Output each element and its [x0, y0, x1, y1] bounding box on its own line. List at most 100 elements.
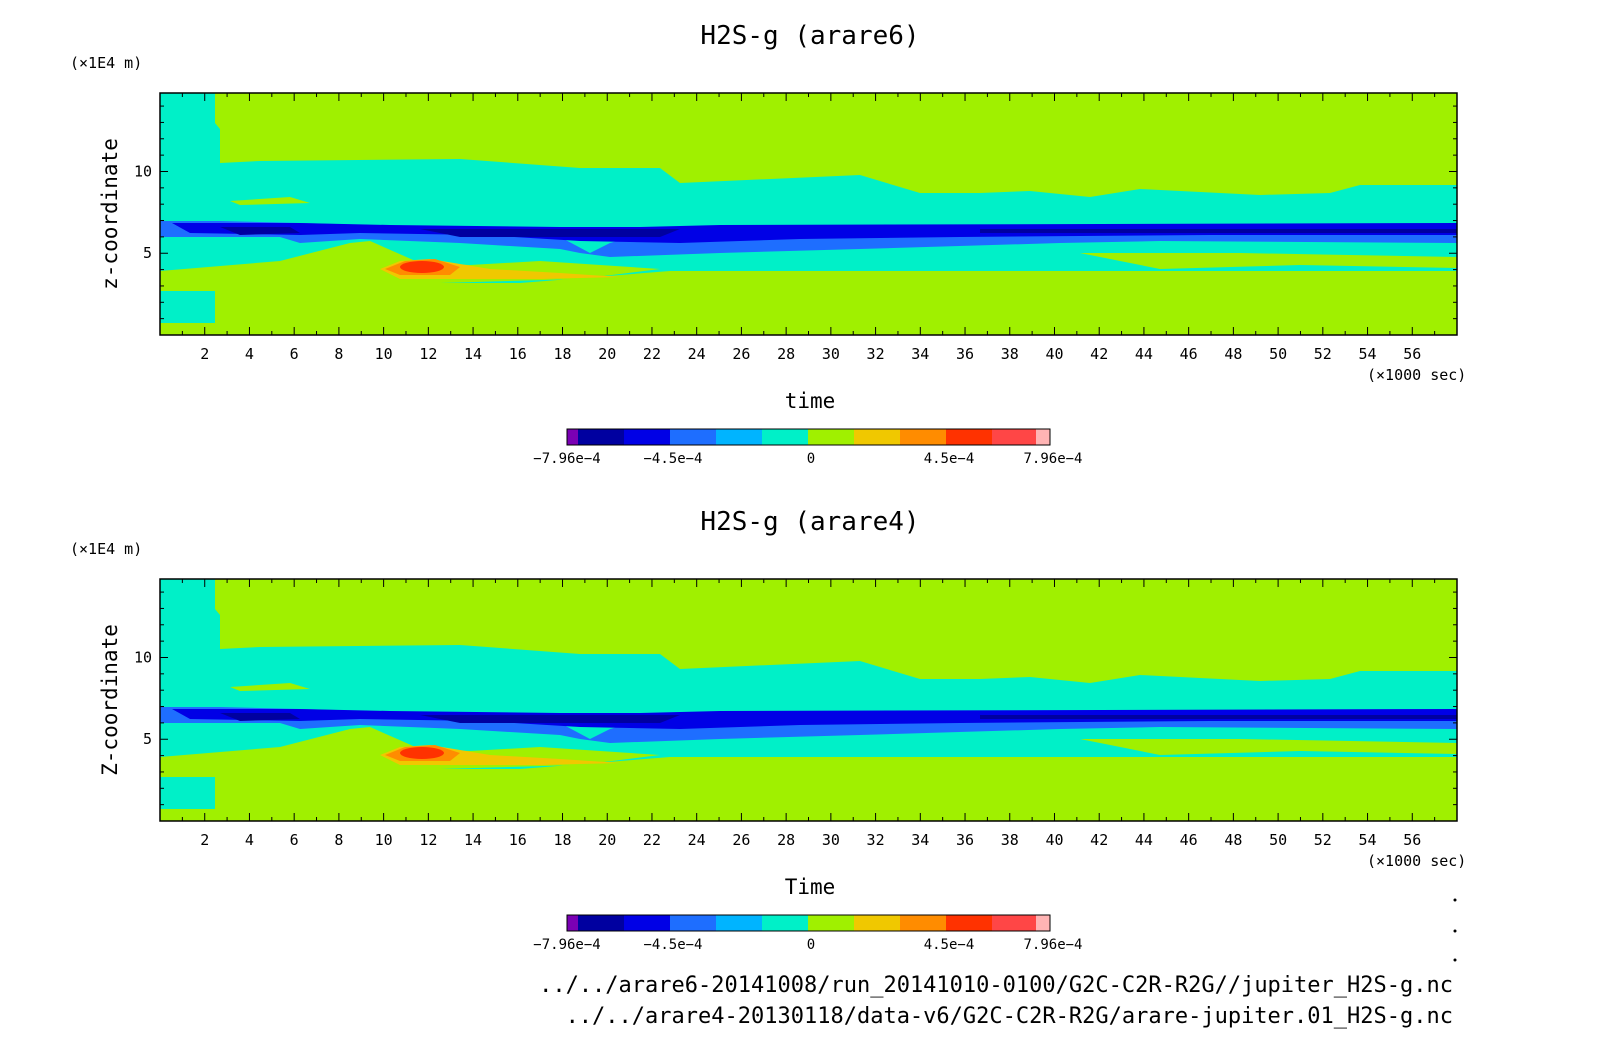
x-tick-label: 56: [1403, 345, 1421, 363]
x-tick-label: 18: [553, 345, 571, 363]
colorbar-label: −7.96e−4: [533, 451, 600, 467]
x-unit-label: (×1000 sec): [1367, 852, 1466, 870]
x-tick-label: 30: [822, 831, 840, 849]
colorbar-cell: [624, 429, 670, 445]
colorbar-cell: [762, 915, 808, 931]
y-axis-label: z-coordinate: [98, 138, 122, 290]
colorbar-label: 4.5e−4: [924, 937, 975, 953]
x-tick-label: 8: [334, 831, 343, 849]
colorbar-label: 0: [807, 451, 815, 467]
contour-green-upper: [1190, 153, 1457, 165]
colorbar-cells: [566, 914, 1051, 932]
contour-dark-blue: [220, 227, 1457, 237]
colorbar-frame: [566, 914, 1051, 932]
colorbar-cell: [762, 429, 808, 445]
contour-green-band: [160, 241, 660, 335]
x-tick-label: 50: [1269, 831, 1287, 849]
file-path-1: ../../arare6-20141008/run_20141010-0100/…: [539, 973, 1453, 998]
panel-arare4: H2S-g (arare4) (×1E4 m) 2 4 6 8 10 12 14 16 18 20…: [70, 507, 1466, 953]
contour-green-band: [160, 727, 660, 821]
x-tick-label: 54: [1359, 345, 1377, 363]
x-tick-label: 22: [643, 831, 661, 849]
y-tick-label: 10: [134, 162, 152, 180]
colorbar-cell: [567, 429, 578, 445]
plot-area: 2 4 6 8 10 12 14 16 18 20 22 24 26 28 30 32 34 36 38 40 42 44…: [134, 578, 1458, 849]
x-tick-label: 48: [1224, 345, 1242, 363]
contour-dark-blue: [220, 713, 1457, 723]
x-tick-label: 20: [598, 831, 616, 849]
colorbar-cell: [992, 915, 1036, 931]
x-tick-label: 38: [1001, 345, 1019, 363]
x-tick-label: 52: [1314, 831, 1332, 849]
contour-medium-blue: [172, 709, 1457, 729]
x-tick-label: 28: [777, 345, 795, 363]
x-tick-label: 44: [1135, 345, 1153, 363]
colorbar-cell: [808, 915, 854, 931]
x-tick-label: 38: [1001, 831, 1019, 849]
x-tick-label: 36: [956, 831, 974, 849]
x-ticks: 2 4 6 8 10 12 14 16 18 20 22 24 26 28 30 32 34 36 38 40 42 44…: [181, 579, 1436, 849]
x-tick-label: 36: [956, 345, 974, 363]
dot-mark: [1453, 929, 1457, 933]
colorbar-cell: [1036, 915, 1050, 931]
colorbar-label: −7.96e−4: [533, 937, 600, 953]
chart-title: H2S-g (arare4): [700, 507, 919, 537]
x-tick-label: 6: [290, 831, 299, 849]
y-axis-label: Z-coordinate: [98, 624, 122, 776]
colorbar-cells: [566, 428, 1051, 446]
colorbar-cell: [946, 915, 992, 931]
x-tick-label: 8: [334, 345, 343, 363]
x-tick-label: 14: [464, 831, 482, 849]
colorbar-label: 7.96e−4: [1023, 937, 1082, 953]
x-tick-label: 34: [911, 345, 929, 363]
x-tick-label: 14: [464, 345, 482, 363]
colorbar-cell: [854, 915, 900, 931]
contour-green-island: [230, 197, 310, 205]
y-tick-label: 10: [134, 648, 152, 666]
colorbar-cell: [624, 915, 670, 931]
x-tick-label: 2: [200, 831, 209, 849]
dot-mark: [1453, 898, 1457, 902]
x-tick-label: 20: [598, 345, 616, 363]
contour-medium-blue: [172, 223, 1457, 243]
x-tick-label: 12: [419, 831, 437, 849]
colorbar-label: −4.5e−4: [643, 451, 702, 467]
colorbar-cell: [992, 429, 1036, 445]
y-unit-label: (×1E4 m): [70, 540, 142, 558]
x-tick-label: 44: [1135, 831, 1153, 849]
x-tick-label: 32: [867, 831, 885, 849]
colorbar-cell: [946, 429, 992, 445]
x-tick-label: 40: [1045, 831, 1063, 849]
colorbar-cell: [808, 429, 854, 445]
x-tick-label: 40: [1045, 345, 1063, 363]
x-tick-label: 34: [911, 831, 929, 849]
file-path-2: ../../arare4-20130118/data-v6/G2C-C2R-R2…: [566, 1004, 1453, 1029]
x-tick-label: 42: [1090, 345, 1108, 363]
dot-mark: [1453, 958, 1457, 962]
plot-area: 2 4 6 8 10 12 14 16 18 20 22 24 26 28 30 32 34 36 38 40 42 44…: [134, 92, 1458, 363]
colorbar-cell: [1036, 429, 1050, 445]
colorbar-cell: [578, 429, 624, 445]
x-tick-label: 12: [419, 345, 437, 363]
contour-red: [400, 747, 444, 759]
x-tick-label: 32: [867, 345, 885, 363]
colorbar-label: 4.5e−4: [924, 451, 975, 467]
y-ticks: 5 10: [134, 591, 1457, 806]
x-ticks: 2 4 6 8 10 12 14 16 18 20 22 24 26 28 30 32 34 36 38 40 42 44…: [181, 93, 1436, 363]
x-tick-label: 6: [290, 345, 299, 363]
colorbar: −7.96e−4 −4.5e−4 0 4.5e−4 7.96e−4: [533, 428, 1083, 467]
x-tick-label: 54: [1359, 831, 1377, 849]
x-unit-label: (×1000 sec): [1367, 366, 1466, 384]
colorbar-labels: −7.96e−4 −4.5e−4 0 4.5e−4 7.96e−4: [533, 937, 1082, 953]
contour-green-upper: [1190, 639, 1457, 651]
x-tick-label: 16: [509, 345, 527, 363]
colorbar: −7.96e−4 −4.5e−4 0 4.5e−4 7.96e−4: [533, 914, 1083, 953]
colorbar-cell: [854, 429, 900, 445]
y-unit-label: (×1E4 m): [70, 54, 142, 72]
colorbar-labels: −7.96e−4 −4.5e−4 0 4.5e−4 7.96e−4: [533, 451, 1082, 467]
colorbar-cell: [578, 915, 624, 931]
x-tick-label: 56: [1403, 831, 1421, 849]
colorbar-cell: [716, 429, 762, 445]
x-tick-label: 4: [245, 345, 254, 363]
colorbar-cell: [670, 429, 716, 445]
